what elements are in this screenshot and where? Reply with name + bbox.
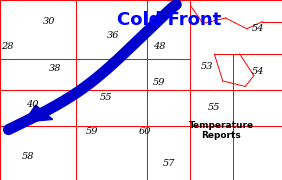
Text: 30: 30 — [43, 17, 56, 26]
Text: 40: 40 — [26, 100, 39, 109]
Text: 36: 36 — [107, 31, 119, 40]
Text: 57: 57 — [163, 159, 175, 168]
Text: 38: 38 — [49, 64, 61, 73]
Text: 55: 55 — [100, 93, 112, 102]
Text: 48: 48 — [153, 42, 166, 51]
Text: 54: 54 — [252, 24, 264, 33]
Text: 59: 59 — [85, 127, 98, 136]
Text: 55: 55 — [208, 103, 221, 112]
Text: Temperature
Reports: Temperature Reports — [189, 121, 254, 140]
FancyArrow shape — [24, 105, 53, 122]
Text: 54: 54 — [252, 68, 264, 76]
Text: 59: 59 — [153, 78, 166, 87]
Text: 58: 58 — [22, 152, 34, 161]
Text: Cold Front: Cold Front — [117, 11, 221, 29]
Text: 28: 28 — [1, 42, 13, 51]
Text: 53: 53 — [201, 62, 213, 71]
Text: 60: 60 — [139, 127, 151, 136]
